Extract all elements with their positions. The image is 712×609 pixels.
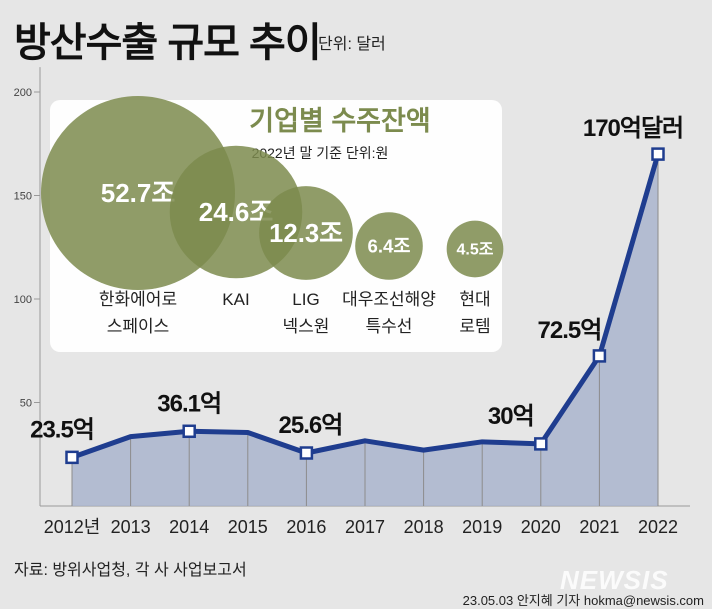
data-label: 170억달러 [583,115,683,142]
bubble [355,212,423,280]
x-tick-label: 2014 [169,517,209,537]
bubble-value-label: 4.5조 [457,242,494,259]
bubble-name-label: 넥스원 [283,317,330,336]
bubble-value-label: 12.3조 [269,220,343,248]
bubble-name-label: 특수선 [366,317,413,336]
unit-label: 단위: 달러 [318,36,386,53]
bubble-name-label: KAI [222,290,249,309]
inset-title: 기업별 수주잔액 [249,106,430,136]
data-label: 36.1억 [157,390,221,417]
bubble-name-label: 현대 [459,290,490,309]
bubble [259,186,353,280]
data-point-marker [299,446,314,460]
bubble [446,220,504,278]
data-point-marker [182,424,196,439]
x-tick-label: 2022 [638,517,678,537]
x-tick-label: 2017 [345,517,385,537]
data-point-marker [592,349,607,363]
data-point-marker [65,450,79,465]
chart-title: 방산수출 규모 추이 [14,21,322,65]
x-tick-label: 2020 [521,517,561,537]
x-tick-label: 2015 [228,517,268,537]
bubble-name-label: 로템 [459,317,490,336]
y-tick-label: 200 [14,87,32,99]
y-tick-label: 100 [14,294,32,306]
data-label: 23.5억 [30,416,94,443]
inset-subtitle: 2022년 말 기준 단위:원 [252,145,389,161]
area-series [71,154,659,506]
bubble-value-label: 6.4조 [368,236,411,257]
bubble-name-label: LIG [292,290,319,309]
source-note: 자료: 방위사업청, 각 사 사업보고서 [14,562,247,579]
bubble-name-label: 한화에어로 [99,290,177,309]
data-point-marker [534,437,548,451]
data-label: 25.6억 [279,412,343,439]
bubble-value-label: 52.7조 [101,178,176,208]
bubble-name-label: 대우조선해양 [342,290,436,309]
credit-line: 23.05.03 안지혜 기자 hokma@newsis.com [462,593,704,608]
x-tick-label: 2018 [404,517,444,537]
x-tick-label: 2013 [111,517,151,537]
y-tick-label: 150 [14,191,32,203]
x-tick-label: 2012년 [44,517,101,537]
x-tick-label: 2021 [579,517,619,537]
series-line [69,151,661,460]
bubble-name-label: 스페이스 [107,317,170,336]
x-tick-label: 2019 [462,517,502,537]
y-tick-label: 50 [20,398,32,410]
data-label: 30억 [488,403,534,430]
x-axis: 2012년 2013 2014 2015 2016 2017 2018 2019 2020 202… [44,517,678,537]
line-series [65,147,665,465]
x-tick-label: 2016 [286,517,326,537]
newsis-logo: NEWSIS [560,565,669,595]
data-label: 72.5억 [538,317,602,344]
data-point-marker [651,147,665,161]
point-labels: 23.5억 36.1억 25.6억 30억 72.5억 170억달러 [30,115,684,443]
